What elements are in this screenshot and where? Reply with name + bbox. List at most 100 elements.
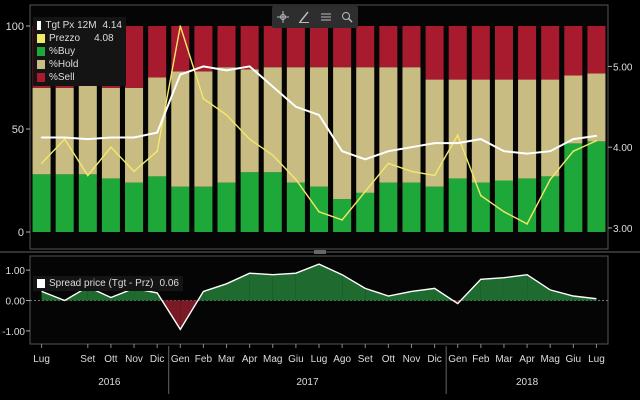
draw-icon[interactable] <box>295 8 313 26</box>
legend-label: %Sell <box>49 72 75 83</box>
bar-sell <box>125 26 144 88</box>
x-axis-month-label: Gen <box>448 354 467 365</box>
bar-buy <box>356 192 375 232</box>
bar-sell <box>148 26 167 78</box>
point-tgt-px <box>295 105 297 108</box>
point-prezzo <box>133 170 135 173</box>
spread-area-segment <box>272 273 296 301</box>
x-axis-month-label: Giu <box>566 354 582 365</box>
legend-value: 0.06 <box>159 278 179 289</box>
point-tgt-px <box>40 136 43 139</box>
point-tgt-px <box>202 65 205 68</box>
point-tgt-px <box>110 136 112 139</box>
left-axis-label: 0 <box>18 227 24 239</box>
point-tgt-px <box>480 138 482 140</box>
point-prezzo <box>433 174 436 177</box>
x-axis-month-label: Set <box>80 354 95 365</box>
point-prezzo <box>572 150 575 153</box>
left-axis-label: 50 <box>12 124 24 136</box>
bar-hold <box>194 71 213 187</box>
bar-sell <box>448 26 467 80</box>
list-icon[interactable] <box>317 8 335 26</box>
x-axis-month-label: Mar <box>495 354 513 365</box>
bar-sell <box>587 26 606 74</box>
main-legend: Tgt Px 12M 4.14 Prezzo 4.08 %Buy %Hold %… <box>33 17 126 86</box>
point-prezzo <box>410 170 413 173</box>
bar-hold <box>263 67 282 173</box>
point-prezzo <box>110 146 112 148</box>
bar-hold <box>171 71 190 187</box>
bar-buy <box>402 182 421 232</box>
bar-sell <box>425 26 444 80</box>
point-prezzo <box>156 150 158 153</box>
spread-axis-label: -1.00 <box>2 327 25 338</box>
x-axis-year-label: 2017 <box>296 377 319 388</box>
bar-sell <box>263 26 282 68</box>
bar-hold <box>425 79 444 187</box>
bar-buy <box>171 186 190 232</box>
x-axis-month-label: Lug <box>311 354 328 365</box>
legend-swatch <box>37 34 45 43</box>
point-prezzo <box>456 134 459 136</box>
spread-area-segment <box>295 264 319 301</box>
right-axis-label: 3.00 <box>613 224 633 235</box>
x-axis-month-label: Mar <box>218 354 236 365</box>
legend-label: Spread price (Tgt - Prz) <box>49 278 154 289</box>
bar-buy <box>564 143 583 232</box>
left-axis-label: 100 <box>6 21 24 33</box>
legend-value: 4.14 <box>102 20 122 31</box>
bar-hold <box>125 87 144 183</box>
bar-sell <box>541 26 560 80</box>
bar-buy <box>240 172 259 232</box>
bar-buy <box>78 174 97 232</box>
point-tgt-px <box>387 150 390 153</box>
spread-area-segment <box>411 288 435 301</box>
bar-hold <box>55 87 74 175</box>
crosshair-icon[interactable] <box>274 8 292 26</box>
bar-sell <box>171 26 190 72</box>
legend-item-prezzo: Prezzo 4.08 <box>37 32 122 45</box>
point-tgt-px <box>271 85 274 88</box>
point-tgt-px <box>248 65 251 68</box>
point-tgt-px <box>225 69 228 72</box>
point-prezzo <box>271 154 274 157</box>
x-axis-month-label: Feb <box>195 354 213 365</box>
bar-sell <box>356 26 375 68</box>
bar-buy <box>32 174 51 232</box>
bar-buy <box>286 182 305 232</box>
bar-hold <box>564 75 583 144</box>
bar-hold <box>217 67 236 183</box>
legend-item-spread: Spread price (Tgt - Prz) 0.06 <box>37 277 179 290</box>
bar-hold <box>78 83 97 175</box>
bar-hold <box>494 79 513 181</box>
splitter-handle <box>314 250 326 254</box>
point-prezzo <box>295 178 297 181</box>
bar-buy <box>194 186 213 232</box>
bar-buy <box>217 182 236 232</box>
legend-item-sell: %Sell <box>37 71 122 84</box>
bar-hold <box>309 67 329 187</box>
legend-label: %Hold <box>49 59 79 70</box>
x-axis-month-label: Giu <box>288 354 304 365</box>
legend-item-hold: %Hold <box>37 58 122 71</box>
spread-area-segment <box>342 274 366 301</box>
point-tgt-px <box>410 146 413 148</box>
spread-area-segment <box>203 283 227 301</box>
point-tgt-px <box>549 150 551 153</box>
legend-label: %Buy <box>49 46 76 57</box>
bar-buy <box>379 182 398 232</box>
bar-buy <box>518 178 537 232</box>
bar-buy <box>101 178 120 232</box>
point-prezzo <box>87 174 89 177</box>
point-tgt-px <box>63 136 66 139</box>
x-axis-month-label: Set <box>358 354 373 365</box>
point-prezzo <box>364 190 367 193</box>
zoom-icon[interactable] <box>338 8 356 26</box>
legend-item-buy: %Buy <box>37 45 122 58</box>
point-prezzo <box>526 223 528 225</box>
bar-hold <box>356 67 375 193</box>
bar-buy <box>494 180 513 232</box>
point-prezzo <box>480 194 482 197</box>
point-prezzo <box>63 138 66 140</box>
